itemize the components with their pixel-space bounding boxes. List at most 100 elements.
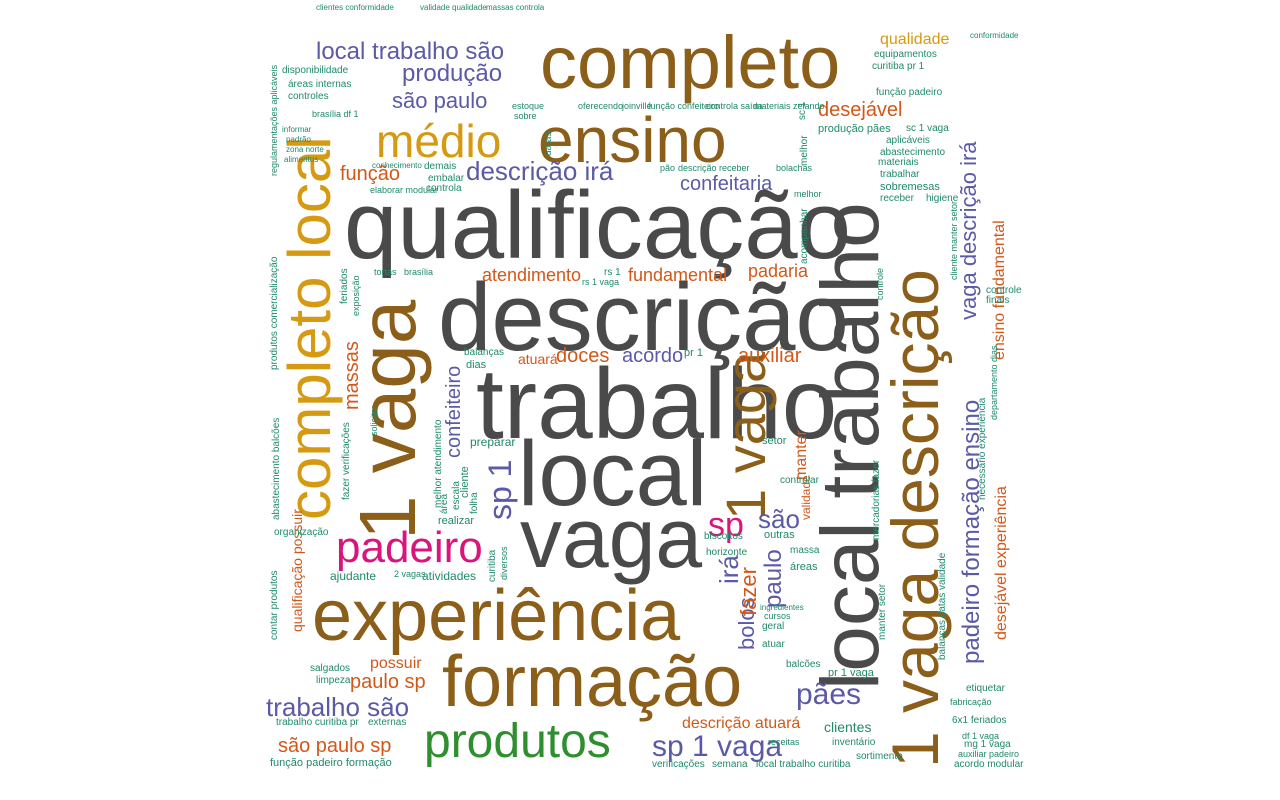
word-qualidade: qualidade [880,31,950,48]
word-balancas: balanças [464,347,505,358]
word-atendimento: atendimento [482,265,582,285]
word-acordo: acordo [622,345,684,367]
word-externas: externas [368,717,407,728]
word-setor: setor [762,435,787,447]
word-etiquetar: etiquetar [966,683,1005,694]
word-funcao: função [340,163,401,185]
word-aplicaveis: aplicáveis [886,135,930,146]
word-folha: folha [469,492,480,514]
word-auxiliar-padeiro: auxiliar padeiro [958,749,1020,759]
word-dias: dias [466,359,487,371]
word-disponibilidade: disponibilidade [282,65,349,76]
word-produtos: produtos [424,715,611,768]
word-fazer-verificacoes: fazer verificações [341,422,352,500]
word-ajudante: ajudante [330,569,377,583]
word-tortas: tortas [374,267,397,277]
word-local-trabalho-sao: local trabalho são [316,38,505,65]
word-controla: controla [426,183,462,194]
word-elaborar-modular: elaborar modular [370,185,439,195]
word-2-vagas: 2 vagas [394,569,426,579]
word-brasilia: brasília [404,267,434,277]
word-inventario: inventário [832,737,876,748]
word-paulo: paulo [760,549,787,608]
word-clientes-conformidade: clientes conformidade [316,3,394,12]
word-funcao-padeiro-formacao: função padeiro formação [270,757,392,769]
word-producao: produção [402,60,503,87]
word-fazer: fazer [736,567,761,616]
word-curitiba: curitiba [487,549,498,582]
word-abastecimento-balcoes: abastecimento balcões [271,417,282,520]
word-producao-paes: produção pães [818,123,891,135]
word-funcao-padeiro: função padeiro [876,87,943,98]
word-rs-1: rs 1 [604,267,621,278]
word-clientes: clientes [824,719,872,735]
word-mg-1-vaga: mg 1 vaga [964,739,1011,750]
word-pr-1-vaga: pr 1 vaga [828,667,874,679]
word-conhecimento: conhecimento [372,161,422,170]
word-descricao-ira: descrição irá [466,156,614,186]
word-informar: informar [282,125,312,134]
word-salgados: salgados [310,663,351,674]
word-vaga: vaga [520,491,703,585]
word-experiencia: experiência [312,576,681,656]
word-paulo-sp: paulo sp [350,671,426,693]
word-conformidade: conformidade [970,31,1019,40]
word-ingredientes: ingredientes [760,603,804,612]
word-sao-paulo-sp: são paulo sp [278,735,392,757]
word-bolachas: bolachas [776,163,813,173]
word-descricao-receber: descrição receber [678,163,750,173]
word-descricao: descrição [438,264,849,371]
word-embalar: embalar [428,173,465,184]
word-desejavel-experiencia: desejável experiência [993,486,1010,640]
word-controla-saida: controla saída [706,101,763,111]
word-local-trabalho-curitiba: local trabalho curitiba [756,759,851,770]
word-departamento-dias: departamento dias [989,345,999,420]
word-acompanhar: acompanhar [799,208,810,264]
word-geral: geral [762,621,785,632]
word-cliente: cliente [459,466,471,498]
word-areas: áreas [790,561,818,573]
word-solicitar: solicitar [369,405,379,436]
word-sao-paulo: são paulo [392,88,488,113]
word-pao: pão [660,163,676,173]
word-formacao: formação [442,642,743,722]
word-trabalho-curitiba-pr: trabalho curitiba pr [276,717,359,728]
word-massas: massas [341,341,363,410]
word-doces: doces [556,345,610,367]
word-fundamental: fundamental [628,265,728,285]
word-sp-1-vaga: sp 1 vaga [652,730,783,763]
word-materiais: materiais [878,157,919,168]
word-joinville: joinville [622,101,652,111]
word-fabricacao: fabricação [950,697,992,707]
word-possuir: possuir [370,655,422,672]
word-melhor: melhor [794,189,822,199]
word-oferecendo: oferecendo [578,101,624,111]
word-outras: outras [764,529,795,541]
word-vaga-descricao-ira: vaga descrição irá [956,141,981,320]
word-feriados: feriados [339,268,350,304]
word-cursos: cursos [764,611,791,621]
word-materiais-zelando: materiais zelando [754,101,825,111]
word-1-vaga: 1 vaga [343,299,432,540]
word-brasilia-df-1: brasília df 1 [312,109,359,119]
word-controle-vertical: controle [875,267,885,300]
word-medio: médio [376,115,502,167]
word-exposicao: exposição [351,275,361,316]
word-equipamentos: equipamentos [874,49,937,60]
word-balancas-datas-validade: balanças datas validade [937,552,948,660]
word-sao: são [758,504,800,534]
word-controle: controle [986,285,1022,296]
word-confeitaria: confeitaria [680,173,773,195]
word-higiene: higiene [926,193,959,204]
word-sobremesas: sobremesas [880,181,940,193]
word-finais: finais [986,295,1010,306]
word-massas-controla: massas controla [486,3,545,12]
word-produtos-comercializacao: produtos comercialização [269,256,280,370]
word-atividades: atividades [422,569,477,583]
word-manter: manter [793,430,810,480]
word-manter-setor: manter setor [877,583,888,640]
word-confeiteiro: confeiteiro [443,365,465,458]
word-atuar: atuar [762,639,785,650]
word-mercadorias-fazer: mercadorias fazer [871,459,882,540]
